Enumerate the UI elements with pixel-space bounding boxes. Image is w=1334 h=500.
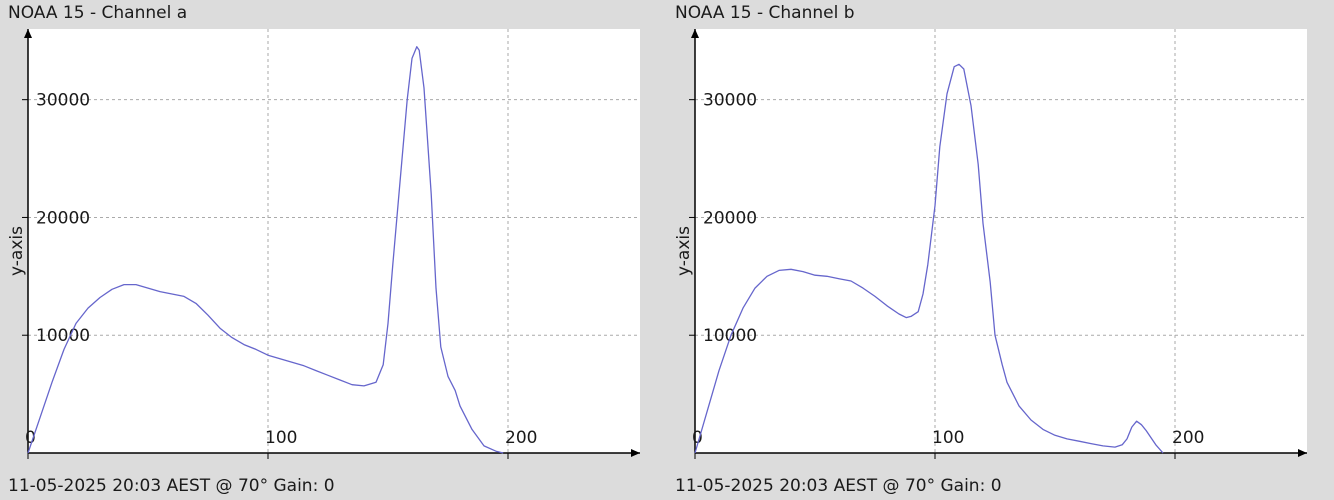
x-axis-arrow — [1298, 449, 1307, 457]
x-tick-label: 0 — [25, 428, 36, 448]
y-axis-title: y-axis — [7, 226, 27, 276]
chart-title: NOAA 15 - Channel a — [8, 3, 188, 23]
chart-footer-status: 11-05-2025 20:03 AEST @ 70° Gain: 0 — [8, 476, 335, 496]
series-line — [694, 63, 1164, 454]
x-axis-arrow — [631, 449, 640, 457]
chart-title: NOAA 15 - Channel b — [675, 3, 855, 23]
y-axis-arrow — [691, 29, 699, 38]
x-tick-label: 200 — [1172, 428, 1204, 448]
chart-panel-channel-a: NOAA 15 - Channel a 0 100 200 10000 20000 300… — [7, 3, 640, 496]
y-tick-label: 10000 — [36, 326, 90, 346]
plot-area — [28, 29, 640, 453]
y-tick-label: 30000 — [36, 91, 90, 111]
x-tick-label: 200 — [505, 428, 537, 448]
y-tick-label: 30000 — [703, 91, 757, 111]
y-tick-label: 20000 — [703, 208, 757, 228]
x-tick-label: 0 — [692, 428, 703, 448]
chart-panel-channel-b: NOAA 15 - Channel b 0 100 200 10000 20000 300… — [667, 0, 1334, 500]
y-tick-label: 20000 — [36, 208, 90, 228]
x-tick-label: 100 — [265, 428, 297, 448]
chart-footer-status: 11-05-2025 20:03 AEST @ 70° Gain: 0 — [675, 476, 1002, 496]
plot-area — [695, 29, 1307, 453]
x-tick-label: 100 — [932, 428, 964, 448]
series-line — [27, 46, 504, 454]
y-axis-arrow — [24, 29, 32, 38]
y-axis-title: y-axis — [674, 226, 694, 276]
chart-plot: 0 100 200 10000 20000 30000 y-axis — [7, 29, 640, 459]
